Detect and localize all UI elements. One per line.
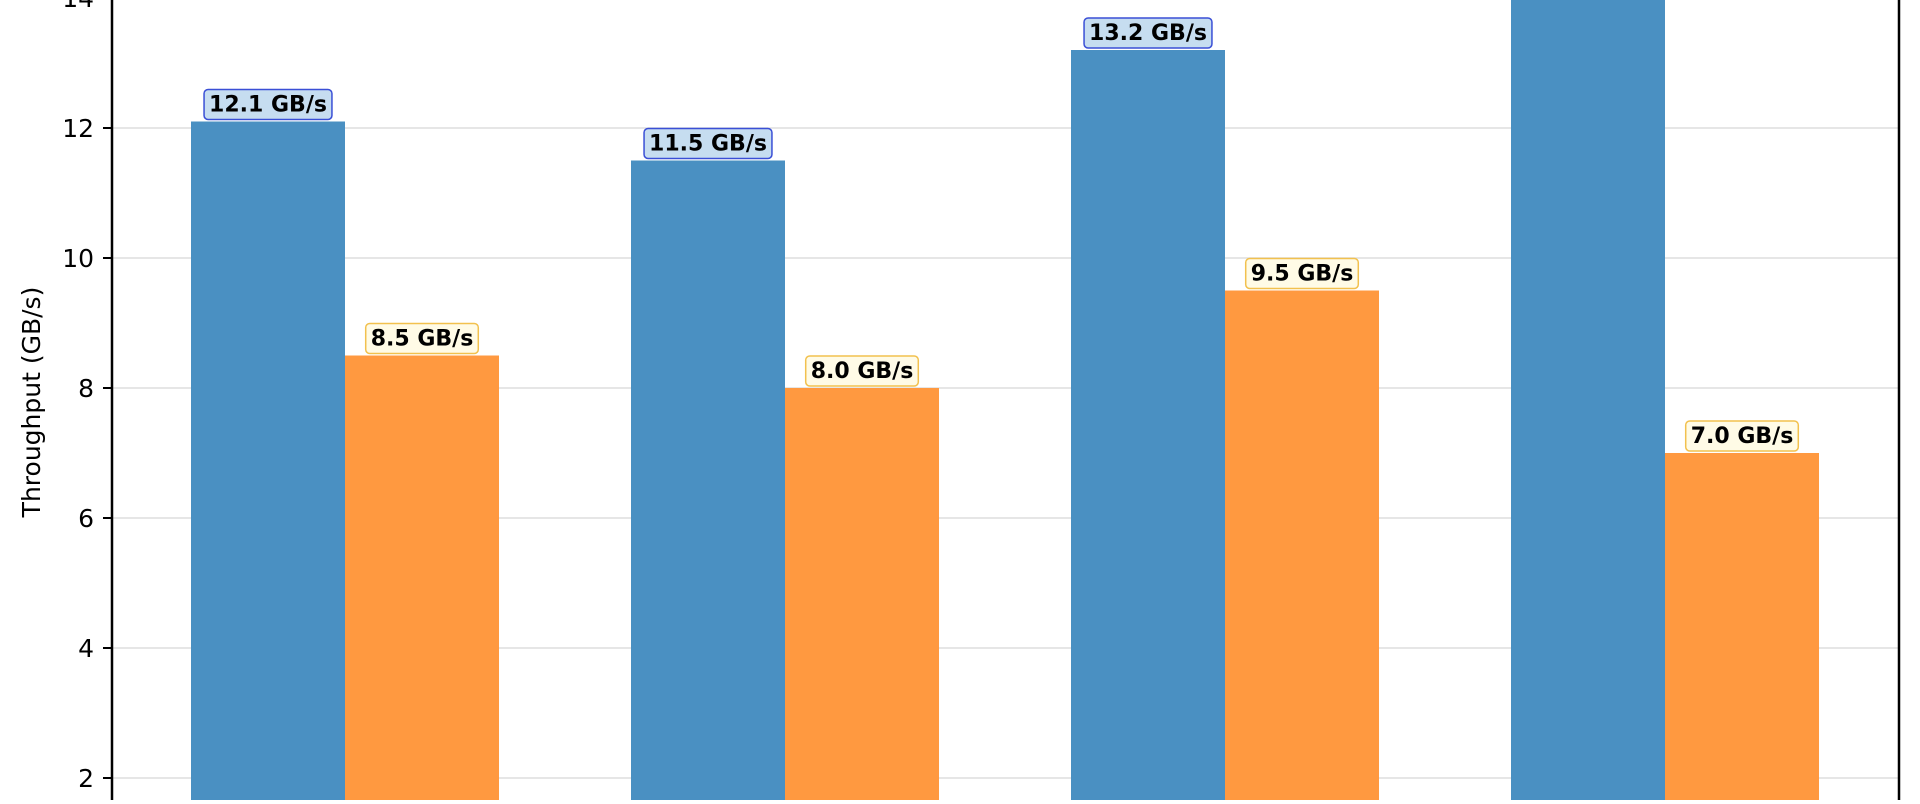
y-tick-label-14: 14 [62, 0, 94, 13]
data-label-series2-group3: 9.5 GB/s [1244, 257, 1360, 290]
data-label-text: 8.5 GB/s [371, 327, 474, 352]
bar-layer [191, 0, 1819, 804]
data-label-text: 7.0 GB/s [1691, 424, 1794, 449]
bar-series1-group1 [191, 121, 345, 804]
y-tick-label-12: 12 [62, 114, 94, 143]
y-tick-label-4: 4 [78, 634, 94, 663]
bar-series2-group3 [1225, 290, 1379, 804]
data-label-series1-group2: 11.5 GB/s [643, 127, 773, 160]
data-label-box [804, 355, 920, 387]
data-label-box [364, 322, 480, 355]
bar-series1-group2 [631, 160, 785, 804]
data-label-series2-group4: 7.0 GB/s [1684, 420, 1800, 452]
data-label-text: 9.5 GB/s [1251, 262, 1354, 287]
data-label-series2-group1: 8.5 GB/s [364, 322, 480, 355]
data-label-series2-group2: 8.0 GB/s [804, 355, 920, 387]
data-label-layer: 12.1 GB/s 11.5 GB/s 13.2 GB/s 8.5 GB/s 8.0 G… [203, 17, 1800, 452]
data-label-text: 11.5 GB/s [649, 132, 767, 157]
y-tick-label-10: 10 [62, 244, 94, 273]
bar-series2-group1 [345, 355, 499, 804]
data-label-text: 8.0 GB/s [811, 359, 914, 384]
data-label-series1-group1: 12.1 GB/s [203, 88, 333, 121]
data-label-box [1244, 257, 1360, 290]
data-label-text: 13.2 GB/s [1089, 21, 1207, 46]
y-axis-label: Throughput (GB/s) [17, 287, 46, 519]
y-tick-label-6: 6 [78, 504, 94, 533]
bar-series1-group3 [1071, 50, 1225, 804]
axis-layer: 2 4 6 8 10 12 14 [62, 0, 1901, 800]
y-tick-label-8: 8 [78, 374, 94, 403]
data-label-box [1083, 17, 1213, 49]
bar-series2-group2 [785, 388, 939, 804]
data-label-text: 12.1 GB/s [209, 93, 327, 118]
y-tick-label-2: 2 [78, 764, 94, 793]
data-label-box [643, 127, 773, 160]
bar-series2-group4 [1665, 453, 1819, 804]
data-label-box [1684, 420, 1800, 452]
data-label-series1-group3: 13.2 GB/s [1083, 17, 1213, 49]
data-label-box [203, 88, 333, 121]
bar-series1-group4 [1511, 0, 1665, 804]
